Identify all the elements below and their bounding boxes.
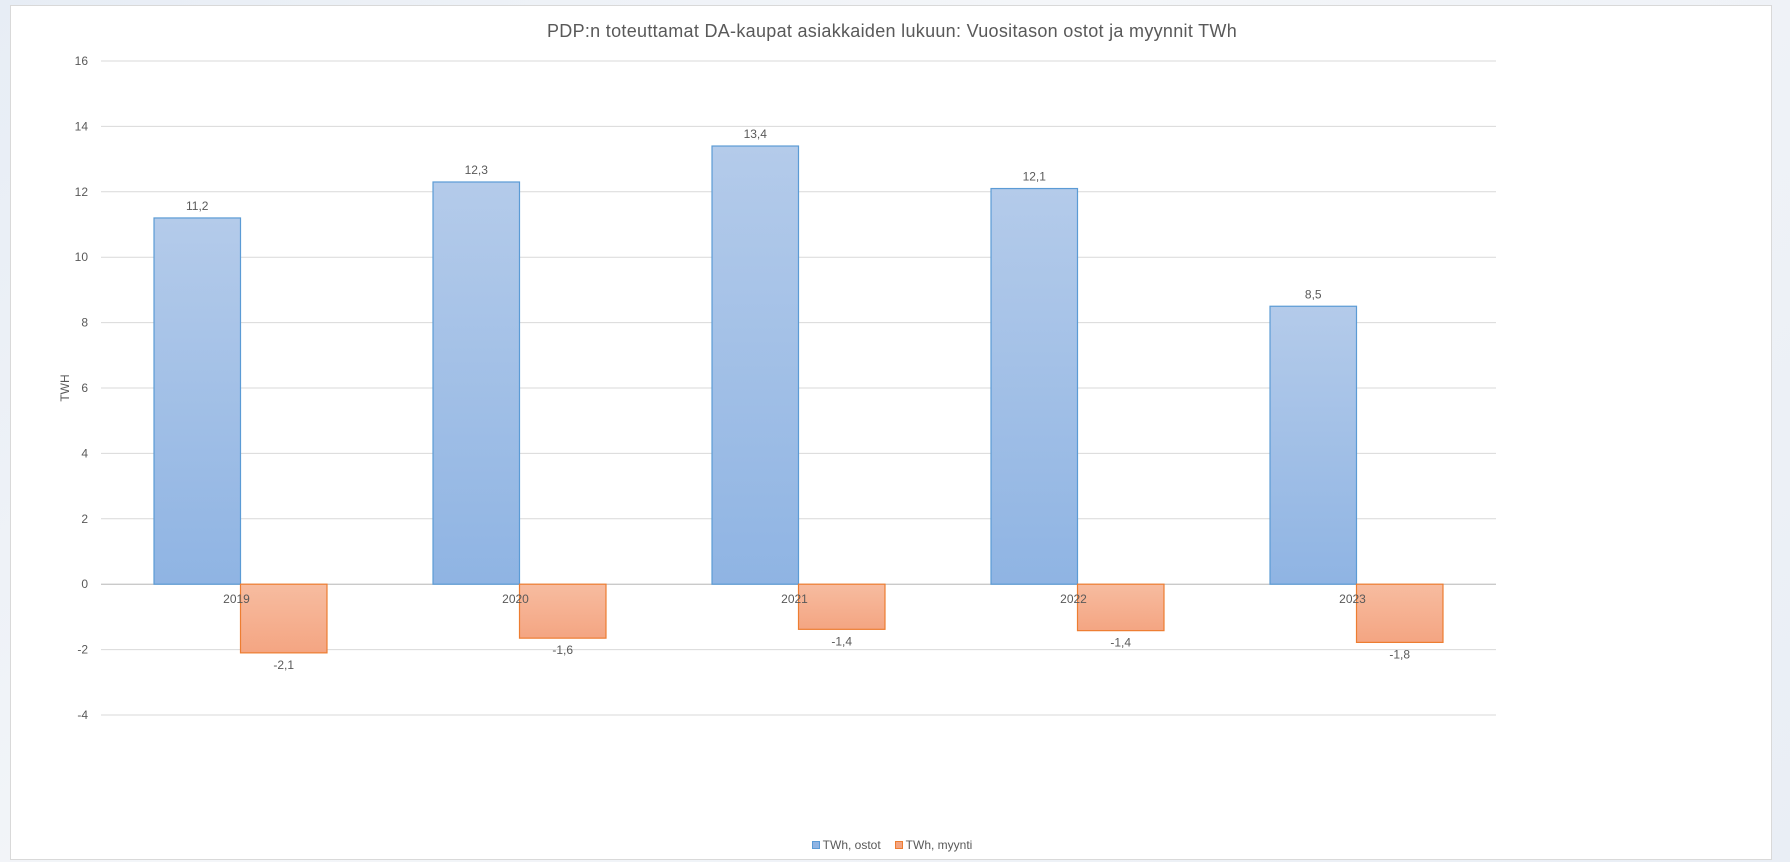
data-label: 11,2 <box>186 199 209 213</box>
y-tick-label: 16 <box>75 54 89 68</box>
data-label: -1,8 <box>1389 647 1410 661</box>
bar-ostot-2019 <box>153 217 242 585</box>
y-tick-label: 0 <box>81 577 88 591</box>
y-tick-label: 12 <box>75 185 89 199</box>
y-axis-ticks: -4 -2 0 2 4 6 8 10 12 14 16 <box>75 54 89 722</box>
legend-swatch-ostot <box>811 841 820 849</box>
y-tick-label: -4 <box>77 708 88 722</box>
y-tick-label: 14 <box>75 119 89 133</box>
x-tick-label: 2023 <box>1339 592 1366 606</box>
y-axis-label: TWH <box>58 374 72 401</box>
data-label: 8,5 <box>1305 287 1322 301</box>
bar-myynti-2019 <box>239 583 328 654</box>
data-label: -2,1 <box>273 658 294 672</box>
x-tick-label: 2019 <box>223 592 250 606</box>
legend: TWh, ostot TWh, myynti <box>11 838 1773 852</box>
bars <box>153 145 1444 654</box>
bar-myynti-2023 <box>1355 583 1444 644</box>
data-labels: 11,2 -2,1 12,3 -1,6 13,4 -1,4 12,1 -1,4 8,5 -1,8 <box>186 127 1410 672</box>
x-tick-label: 2022 <box>1060 592 1087 606</box>
data-label: 12,3 <box>465 163 489 177</box>
y-tick-label: 4 <box>81 446 88 460</box>
bar-myynti-2020 <box>518 583 607 639</box>
legend-label-ostot: TWh, ostot <box>822 838 881 852</box>
bar-ostot-2021 <box>711 145 800 585</box>
data-label: -1,4 <box>1110 636 1131 650</box>
bar-ostot-2022 <box>990 187 1079 585</box>
x-axis-ticks: 2019 2020 2021 2022 2023 <box>223 592 1366 606</box>
data-label: 12,1 <box>1023 170 1047 184</box>
x-tick-label: 2021 <box>781 592 808 606</box>
y-tick-label: 2 <box>81 512 88 526</box>
y-tick-label: 6 <box>81 381 88 395</box>
bar-myynti-2021 <box>797 583 886 630</box>
bar-ostot-2023 <box>1269 305 1358 585</box>
bar-myynti-2022 <box>1076 583 1165 632</box>
y-tick-label: -2 <box>77 643 88 657</box>
legend-label-myynti: TWh, myynti <box>905 838 973 852</box>
legend-item-myynti: TWh, myynti <box>894 838 973 852</box>
data-label: -1,6 <box>552 643 573 657</box>
bar-ostot-2020 <box>432 181 521 585</box>
x-tick-label: 2020 <box>502 592 529 606</box>
chart-title: PDP:n toteuttamat DA-kaupat asiakkaiden … <box>546 21 1238 41</box>
legend-swatch-myynti <box>894 841 903 849</box>
y-tick-label: 8 <box>81 316 88 330</box>
data-label: 13,4 <box>744 127 768 141</box>
legend-item-ostot: TWh, ostot <box>811 838 881 852</box>
data-label: -1,4 <box>831 634 852 648</box>
y-tick-label: 10 <box>75 250 89 264</box>
chart-area: PDP:n toteuttamat DA-kaupat asiakkaiden … <box>10 5 1772 860</box>
